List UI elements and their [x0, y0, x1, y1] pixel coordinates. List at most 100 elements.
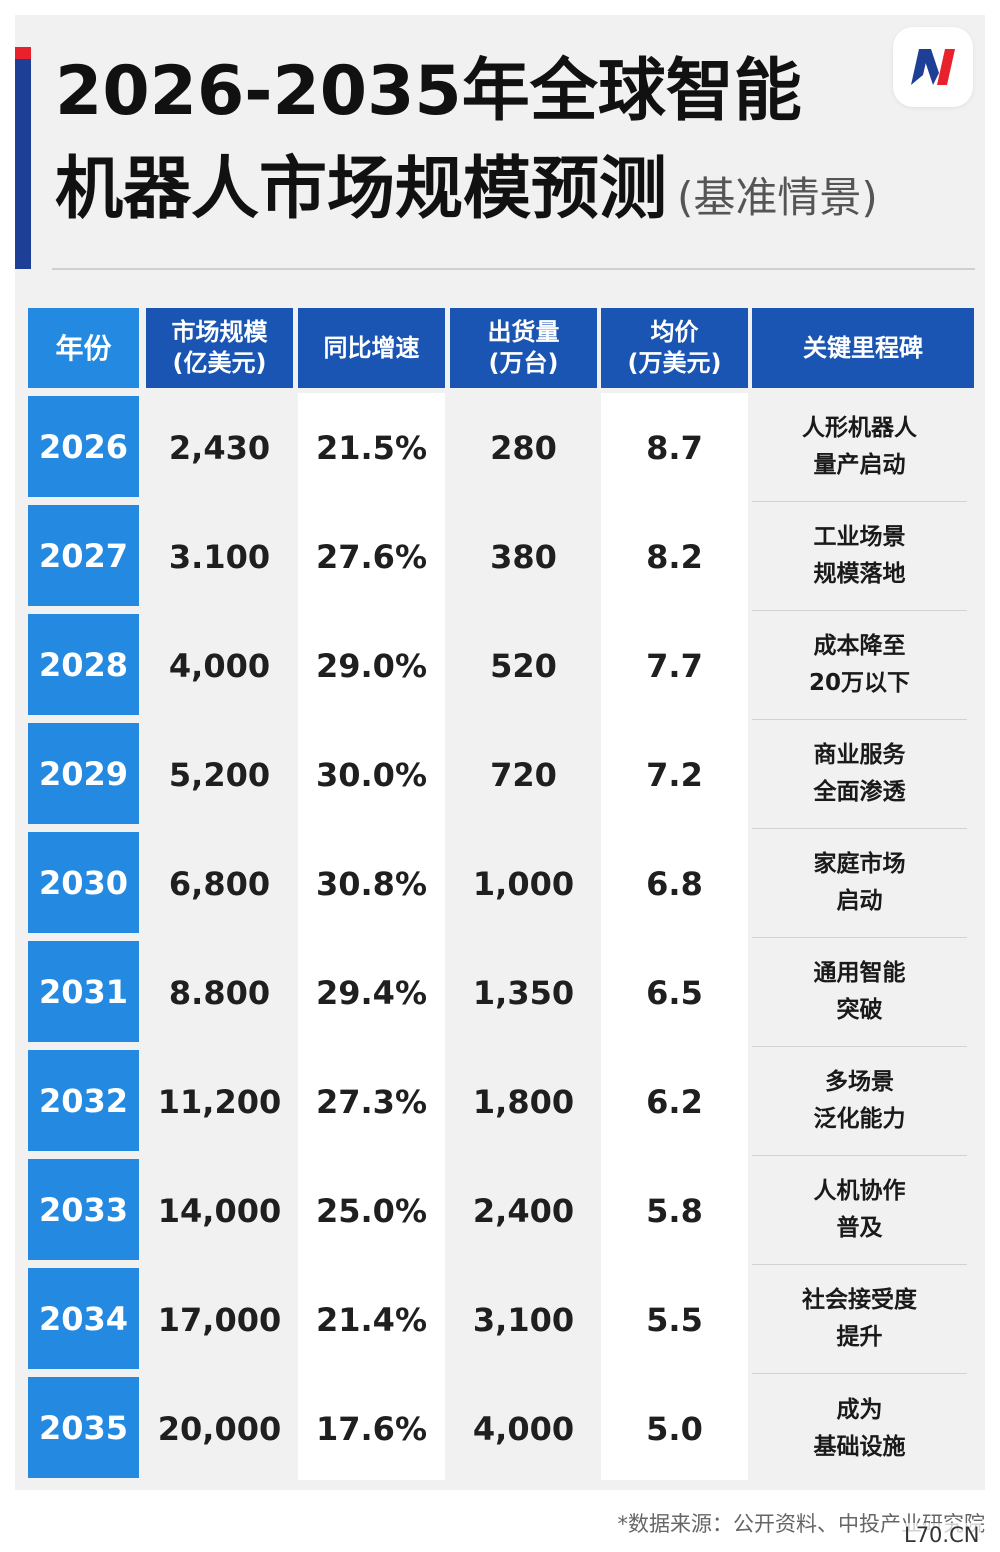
milestone-line: 启动 — [836, 888, 883, 914]
milestone-cell: 家庭市场 启动 — [752, 829, 967, 938]
year-cell: 2030 — [28, 832, 139, 933]
year-cell: 2033 — [28, 1159, 139, 1260]
header-cell-line1: 同比增速 — [323, 333, 420, 362]
shipments-cell: 1,000 — [472, 864, 575, 903]
shipments-cell: 2,400 — [472, 1191, 575, 1230]
milestone-line: 通用智能 — [813, 960, 906, 986]
yoy-growth-cell: 30.0% — [315, 755, 427, 794]
avg-price-cell: 8.2 — [646, 537, 703, 576]
header-cell: 年份 — [28, 308, 139, 388]
milestone-line: 提升 — [836, 1324, 883, 1350]
market-size-cell: 8.800 — [168, 973, 271, 1012]
shipments-cell: 280 — [490, 428, 557, 467]
column-highlight — [298, 393, 445, 1480]
year-cell: 2034 — [28, 1268, 139, 1369]
milestone-cell: 通用智能 突破 — [752, 938, 967, 1047]
header-cell: 同比增速 — [298, 308, 445, 388]
yoy-growth-cell: 29.4% — [315, 973, 427, 1012]
milestone-line: 基础设施 — [813, 1433, 906, 1460]
header-cell: 出货量 (万台) — [450, 308, 597, 388]
milestone-line: 多场景 — [825, 1069, 894, 1095]
milestone-line: 规模落地 — [813, 561, 906, 587]
milestone-cell: 人形机器人 量产启动 — [752, 393, 967, 502]
title-divider — [52, 268, 975, 270]
milestone-line: 成为 — [836, 1396, 883, 1423]
title-subtitle: (基准情景) — [677, 173, 878, 222]
milestone-cell: 工业场景 规模落地 — [752, 502, 967, 611]
yoy-growth-cell: 27.6% — [315, 537, 427, 576]
header-cell-line1: 市场规模 — [171, 318, 268, 346]
yoy-growth-cell: 27.3% — [315, 1082, 427, 1121]
market-size-cell: 2,430 — [168, 428, 271, 467]
milestone-line: 泛化能力 — [813, 1106, 906, 1132]
brand-logo-svg — [911, 49, 955, 85]
milestone-cell: 人机协作 普及 — [752, 1156, 967, 1265]
market-size-cell: 20,000 — [157, 1409, 282, 1448]
avg-price-cell: 8.7 — [646, 428, 703, 467]
year-cell: 2027 — [28, 505, 139, 606]
shipments-cell: 4,000 — [472, 1409, 575, 1448]
column-highlight — [601, 393, 748, 1480]
infographic-card — [15, 15, 985, 1490]
shipments-cell: 1,350 — [472, 973, 575, 1012]
milestone-line: 20万以下 — [808, 670, 910, 696]
year-cell: 2031 — [28, 941, 139, 1042]
milestone-cell: 社会接受度 提升 — [752, 1265, 967, 1374]
milestone-line: 成本降至 — [813, 633, 906, 659]
milestone-line: 全面渗透 — [813, 779, 906, 805]
shipments-cell: 720 — [490, 755, 557, 794]
year-cell: 2026 — [28, 396, 139, 497]
header-cell: 均价 (万美元) — [601, 308, 748, 388]
avg-price-cell: 7.2 — [646, 755, 703, 794]
title-accent-bar — [15, 47, 31, 269]
header-cell-line1: 年份 — [55, 331, 112, 365]
header-cell-line2: (万美元) — [627, 349, 722, 377]
market-size-cell: 3.100 — [168, 537, 271, 576]
milestone-line: 社会接受度 — [802, 1287, 917, 1313]
header-cell-line1: 关键里程碑 — [803, 333, 923, 362]
avg-price-cell: 6.5 — [646, 973, 703, 1012]
title-line-2: 机器人市场规模预测 (基准情景) — [55, 150, 878, 238]
yoy-growth-cell: 21.5% — [315, 428, 427, 467]
milestone-line: 突破 — [836, 997, 883, 1023]
milestone-cell: 成为 基础设施 — [752, 1374, 967, 1483]
milestone-line: 工业场景 — [813, 524, 906, 550]
market-size-cell: 6,800 — [168, 864, 271, 903]
market-size-cell: 17,000 — [157, 1300, 282, 1339]
milestone-cell: 商业服务 全面渗透 — [752, 720, 967, 829]
milestone-line: 人形机器人 — [802, 415, 917, 441]
title-line-2-text: 机器人市场规模预测 — [55, 150, 668, 229]
avg-price-cell: 5.8 — [646, 1191, 703, 1230]
market-size-cell: 14,000 — [157, 1191, 282, 1230]
header-cell: 关键里程碑 — [752, 308, 974, 388]
avg-price-cell: 7.7 — [646, 646, 703, 685]
milestone-line: 商业服务 — [813, 742, 906, 768]
shipments-cell: 1,800 — [472, 1082, 575, 1121]
avg-price-cell: 6.8 — [646, 864, 703, 903]
header-cell-line1: 均价 — [650, 318, 699, 346]
market-size-cell: 4,000 — [168, 646, 271, 685]
market-size-cell: 5,200 — [168, 755, 271, 794]
header-cell-line1: 出货量 — [487, 318, 560, 346]
header-cell-line2: (万台) — [488, 349, 559, 377]
milestone-line: 人机协作 — [813, 1178, 906, 1204]
yoy-growth-cell: 25.0% — [315, 1191, 427, 1230]
yoy-growth-cell: 30.8% — [315, 864, 427, 903]
milestone-cell: 成本降至 20万以下 — [752, 611, 967, 720]
market-size-cell: 11,200 — [157, 1082, 282, 1121]
milestone-line: 家庭市场 — [813, 851, 906, 877]
shipments-cell: 520 — [490, 646, 557, 685]
year-cell: 2029 — [28, 723, 139, 824]
year-cell: 2028 — [28, 614, 139, 715]
milestone-line: 量产启动 — [813, 452, 906, 478]
avg-price-cell: 6.2 — [646, 1082, 703, 1121]
year-cell: 2032 — [28, 1050, 139, 1151]
yoy-growth-cell: 29.0% — [315, 646, 427, 685]
milestone-line: 普及 — [836, 1215, 883, 1241]
avg-price-cell: 5.5 — [646, 1300, 703, 1339]
header-cell: 市场规模 (亿美元) — [146, 308, 293, 388]
shipments-cell: 380 — [490, 537, 557, 576]
brand-logo-icon — [893, 27, 973, 107]
avg-price-cell: 5.0 — [646, 1409, 703, 1448]
header-cell-line2: (亿美元) — [172, 349, 267, 377]
